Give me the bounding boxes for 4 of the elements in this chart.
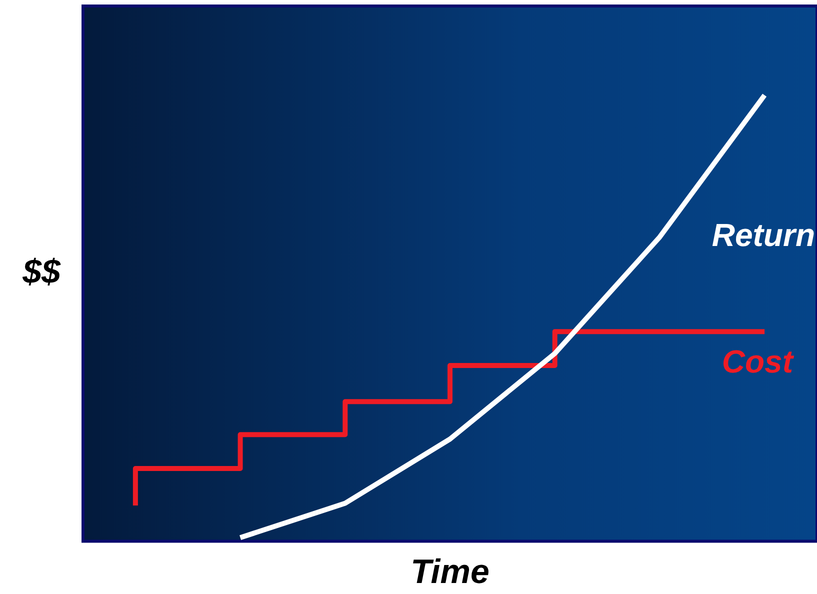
x-axis-title: Time: [410, 552, 490, 591]
series-label: Return: [712, 216, 815, 253]
series-label: Cost: [722, 343, 794, 380]
y-axis-title: $$: [22, 252, 62, 291]
